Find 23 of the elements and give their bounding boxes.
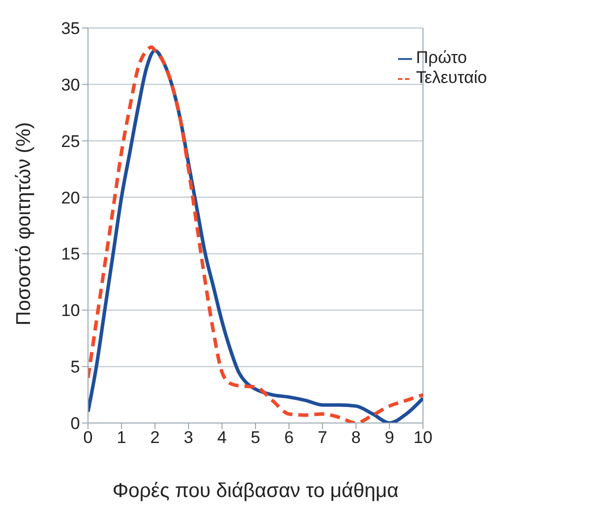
x-tick-label: 0	[83, 428, 93, 448]
x-tick-label: 2	[150, 428, 160, 448]
legend-label: Πρώτο	[416, 48, 467, 67]
x-tick-label: 5	[250, 428, 260, 448]
y-axis-title: Ποσοστό φοιτητών (%)	[13, 122, 36, 326]
y-tick-label: 30	[61, 75, 80, 94]
y-tick-label: 25	[61, 132, 80, 151]
x-tick-label: 8	[351, 428, 361, 448]
y-tick-label: 0	[70, 414, 80, 434]
x-tick-label: 10	[414, 428, 432, 448]
x-tick-label: 7	[318, 428, 328, 448]
y-tick-label: 10	[61, 301, 80, 320]
y-tick-label: 35	[61, 19, 80, 38]
y-tick-label: 5	[70, 358, 80, 377]
x-tick-label: 1	[116, 428, 126, 448]
x-tick-label: 4	[217, 428, 227, 448]
y-tick-label: 20	[61, 188, 80, 208]
y-tick-label: 15	[61, 244, 80, 264]
x-axis-title: Φορές που διάβασαν το μάθημα	[112, 480, 399, 502]
x-tick-label: 9	[384, 428, 394, 448]
x-tick-label: 3	[184, 428, 194, 448]
x-tick-label: 6	[284, 428, 294, 448]
legend-label: Τελευταίο	[416, 68, 488, 87]
